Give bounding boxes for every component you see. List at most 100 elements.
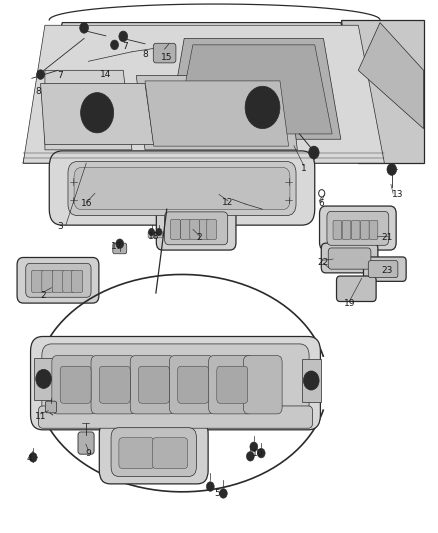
FancyBboxPatch shape <box>42 270 53 293</box>
FancyBboxPatch shape <box>46 401 57 413</box>
FancyBboxPatch shape <box>171 219 180 239</box>
Text: 11: 11 <box>35 411 46 421</box>
Text: 22: 22 <box>318 258 329 266</box>
FancyBboxPatch shape <box>181 219 190 239</box>
FancyBboxPatch shape <box>156 206 236 250</box>
Circle shape <box>148 228 155 236</box>
FancyBboxPatch shape <box>111 427 196 477</box>
Circle shape <box>29 453 37 462</box>
FancyBboxPatch shape <box>342 220 351 239</box>
Circle shape <box>253 96 272 119</box>
FancyBboxPatch shape <box>91 356 135 414</box>
Circle shape <box>257 448 265 458</box>
FancyBboxPatch shape <box>170 356 214 414</box>
Circle shape <box>219 489 227 498</box>
FancyBboxPatch shape <box>208 356 253 414</box>
FancyBboxPatch shape <box>178 366 208 403</box>
FancyBboxPatch shape <box>217 366 248 403</box>
Text: 7: 7 <box>123 42 128 51</box>
FancyBboxPatch shape <box>165 212 228 245</box>
Text: 15: 15 <box>161 53 173 62</box>
FancyBboxPatch shape <box>32 270 43 293</box>
Polygon shape <box>36 274 328 492</box>
Text: 6: 6 <box>318 199 324 208</box>
Circle shape <box>116 239 124 248</box>
FancyBboxPatch shape <box>368 261 398 278</box>
Circle shape <box>119 31 127 42</box>
Polygon shape <box>358 22 424 128</box>
Text: 7: 7 <box>57 71 63 80</box>
Text: 23: 23 <box>381 266 392 274</box>
Circle shape <box>156 228 162 236</box>
Text: 1: 1 <box>301 164 307 173</box>
FancyBboxPatch shape <box>52 356 96 414</box>
FancyBboxPatch shape <box>17 257 99 303</box>
Text: 18: 18 <box>148 232 159 241</box>
Polygon shape <box>136 76 297 150</box>
Circle shape <box>250 442 258 451</box>
FancyBboxPatch shape <box>113 243 127 254</box>
Polygon shape <box>167 38 341 139</box>
FancyBboxPatch shape <box>148 231 155 238</box>
Text: 2: 2 <box>197 233 202 242</box>
Polygon shape <box>23 25 385 163</box>
FancyBboxPatch shape <box>130 356 175 414</box>
FancyBboxPatch shape <box>71 270 83 293</box>
FancyBboxPatch shape <box>31 336 321 430</box>
FancyBboxPatch shape <box>39 406 313 428</box>
Circle shape <box>37 70 45 79</box>
FancyBboxPatch shape <box>152 438 187 469</box>
FancyBboxPatch shape <box>42 344 309 422</box>
FancyBboxPatch shape <box>52 270 64 293</box>
FancyBboxPatch shape <box>138 366 170 403</box>
Circle shape <box>88 101 107 124</box>
FancyBboxPatch shape <box>74 167 290 210</box>
FancyBboxPatch shape <box>327 212 389 245</box>
Circle shape <box>80 22 88 33</box>
Text: 5: 5 <box>214 489 220 498</box>
Circle shape <box>206 482 214 491</box>
FancyBboxPatch shape <box>199 219 209 239</box>
FancyBboxPatch shape <box>49 151 315 225</box>
FancyBboxPatch shape <box>26 263 91 297</box>
Circle shape <box>36 369 51 389</box>
Text: 21: 21 <box>381 233 392 242</box>
Text: 4: 4 <box>27 454 32 463</box>
Text: 17: 17 <box>111 242 123 251</box>
FancyBboxPatch shape <box>99 366 130 403</box>
Text: 19: 19 <box>344 299 355 308</box>
Text: 13: 13 <box>392 190 403 199</box>
FancyBboxPatch shape <box>321 243 378 273</box>
Polygon shape <box>176 45 332 134</box>
FancyBboxPatch shape <box>153 43 176 63</box>
FancyBboxPatch shape <box>190 219 199 239</box>
Polygon shape <box>23 22 385 163</box>
Circle shape <box>304 371 319 390</box>
Text: 8: 8 <box>35 87 41 96</box>
Text: 12: 12 <box>222 198 233 207</box>
Circle shape <box>111 40 118 50</box>
FancyBboxPatch shape <box>68 161 296 216</box>
FancyBboxPatch shape <box>78 432 94 454</box>
FancyBboxPatch shape <box>336 276 376 302</box>
Circle shape <box>309 146 319 159</box>
Polygon shape <box>34 358 53 400</box>
Text: 8: 8 <box>142 50 148 59</box>
FancyBboxPatch shape <box>207 219 216 239</box>
Text: 14: 14 <box>100 70 112 79</box>
FancyBboxPatch shape <box>364 257 406 281</box>
FancyBboxPatch shape <box>369 220 378 239</box>
FancyBboxPatch shape <box>119 438 154 469</box>
Text: 2: 2 <box>40 291 46 300</box>
Polygon shape <box>45 70 132 150</box>
FancyBboxPatch shape <box>63 270 74 293</box>
FancyBboxPatch shape <box>333 220 342 239</box>
Text: 9: 9 <box>85 449 91 458</box>
FancyBboxPatch shape <box>244 356 282 414</box>
FancyBboxPatch shape <box>328 248 371 269</box>
Circle shape <box>247 451 254 461</box>
Text: 16: 16 <box>81 199 92 208</box>
Circle shape <box>387 164 396 175</box>
Polygon shape <box>302 359 321 402</box>
FancyBboxPatch shape <box>351 220 360 239</box>
